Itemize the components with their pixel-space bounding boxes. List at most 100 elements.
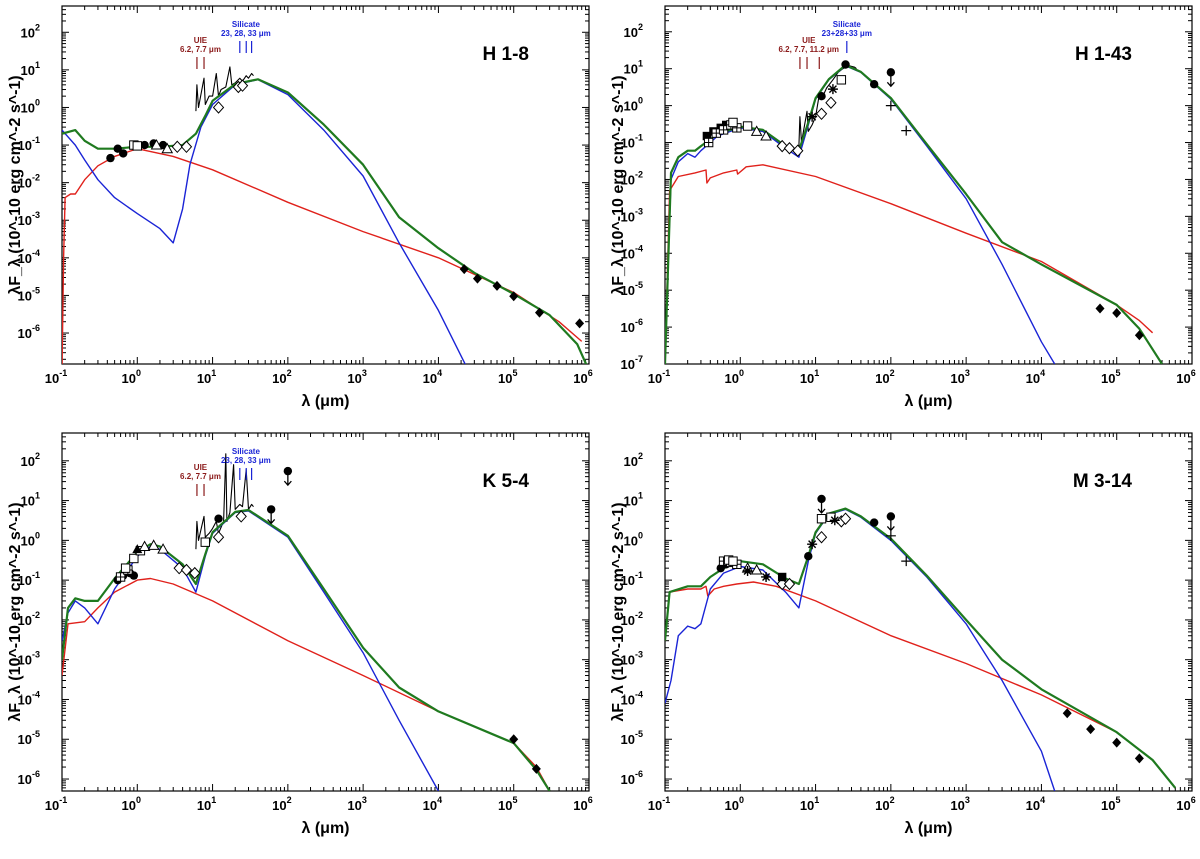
marker-filled-square — [702, 131, 712, 141]
marker-open-diamond — [792, 144, 804, 157]
x-tick-label-exp: 2 — [890, 368, 895, 378]
x-tick-label-exp: 0 — [739, 795, 744, 805]
x-tick-label-exp: 5 — [512, 795, 517, 805]
marker-star — [807, 539, 818, 550]
marker-filled-diamond — [509, 291, 519, 302]
x-tick-label-exp: 2 — [287, 368, 292, 378]
marker-open-square — [816, 514, 827, 524]
y-tick-label: 10-6 — [18, 323, 40, 341]
x-axis-title: λ (μm) — [301, 393, 349, 410]
x-tick-label-exp: 2 — [287, 795, 292, 805]
marker-open-diamond — [783, 142, 796, 155]
series-line-dust-component — [665, 508, 1056, 791]
y-tick-label-exp: 1 — [638, 491, 643, 501]
x-tick-label: 100 — [122, 368, 141, 386]
marker-filled-circle — [869, 80, 879, 89]
x-tick-label: 102 — [875, 795, 894, 813]
marker-upper-limit-arrow — [283, 471, 292, 487]
x-tick-label: 10-1 — [45, 368, 67, 386]
marker-open-diamond — [212, 530, 225, 544]
y-tick-label: 102 — [21, 22, 40, 40]
y-tick-label-exp: -3 — [32, 210, 40, 220]
x-tick-label: 105 — [1101, 795, 1120, 813]
y-tick-label-exp: -2 — [32, 610, 40, 620]
y-tick-label-exp: -1 — [32, 135, 40, 145]
panel-title: H 1-8 — [483, 44, 529, 65]
y-tick-label-exp: 1 — [638, 59, 643, 69]
marker-plus — [901, 125, 912, 136]
y-tick-label-exp: 2 — [638, 451, 643, 461]
x-tick-label: 102 — [272, 368, 291, 386]
tick-marks — [664, 5, 1193, 365]
marker-plus — [885, 530, 896, 541]
x-axis-title: λ (μm) — [904, 393, 952, 410]
y-tick-label-exp: -1 — [635, 133, 643, 143]
y-tick-label-exp: -4 — [32, 248, 40, 258]
marker-open-triangle — [157, 543, 169, 554]
series-line-total-model — [62, 508, 551, 791]
marker-boxed-plus-cross — [116, 572, 125, 582]
marker-filled-diamond — [1134, 753, 1144, 764]
series-line-ir-spectrum — [798, 65, 857, 147]
x-tick-label: 105 — [498, 368, 517, 386]
marker-open-diamond — [180, 140, 193, 154]
y-tick-label-exp: -2 — [32, 173, 40, 183]
x-tick-label: 103 — [347, 368, 366, 386]
marker-filled-star-core — [745, 568, 751, 574]
marker-filled-circle — [804, 551, 813, 561]
marker-open-diamond — [189, 566, 201, 580]
marker-upper-limit — [886, 512, 896, 521]
y-axis-title: λF_λ (10^-10 erg cm^-2 s^-1) — [7, 502, 24, 721]
annotation-sublabel: 6.2, 7.7 μm — [180, 45, 221, 54]
tick-marks — [664, 432, 1193, 792]
annotation-sublabel: 6.2, 7.7 μm — [180, 472, 221, 481]
marker-open-square — [200, 537, 210, 547]
y-tick-label-exp: -1 — [32, 570, 40, 580]
x-tick-label-exp: 6 — [1191, 368, 1196, 378]
y-tick-label: 10-7 — [621, 354, 643, 372]
marker-open-diamond — [171, 140, 183, 154]
y-tick-label: 10-5 — [621, 729, 643, 747]
marker-filled-circle — [140, 140, 149, 150]
x-axis-title: λ (μm) — [904, 820, 952, 837]
y-tick-label-exp: 0 — [638, 96, 643, 106]
marker-filled-circle — [817, 91, 826, 101]
marker-open-square — [129, 553, 139, 564]
annotation-label: UIE — [194, 463, 208, 472]
marker-open-triangle — [760, 130, 772, 141]
y-axis-title: λF_λ (10^-10 erg cm^-2 s^-1) — [7, 75, 24, 294]
x-tick-label: 105 — [1101, 368, 1120, 386]
x-tick-label: 10-1 — [648, 368, 670, 386]
annotation-sublabel: 23+28+33 μm — [822, 29, 872, 38]
series-line-nebular-gas-component — [62, 577, 551, 791]
marker-open-triangle — [138, 540, 151, 552]
marker-open-square — [728, 556, 738, 566]
y-tick-label-exp: 0 — [35, 530, 40, 540]
markers — [113, 466, 541, 774]
marker-filled-star-core — [763, 574, 769, 580]
x-tick-label: 104 — [423, 368, 442, 386]
x-tick-label-exp: -1 — [662, 795, 670, 805]
series-line-dust-component — [62, 510, 440, 791]
series-line-total-model — [665, 63, 1163, 364]
x-tick-label: 104 — [423, 795, 442, 813]
marker-filled-diamond — [534, 307, 544, 318]
marker-open-diamond — [825, 96, 837, 109]
markers — [702, 60, 1144, 341]
x-tick-label-exp: -1 — [662, 368, 670, 378]
plot-area — [665, 494, 1177, 791]
x-tick-label-exp: 3 — [965, 795, 970, 805]
marker-filled-circle — [106, 153, 115, 163]
x-tick-label-exp: 0 — [136, 368, 141, 378]
y-tick-label-exp: -6 — [635, 769, 643, 779]
x-tick-label-exp: 4 — [437, 795, 442, 805]
series-line-total-model — [665, 507, 1177, 789]
markers — [106, 79, 585, 329]
y-axis-title: λF_λ (10^-10 erg cm^-2 s^-1) — [610, 75, 627, 294]
x-tick-label-exp: -1 — [59, 795, 67, 805]
annotation-label: UIE — [194, 36, 208, 45]
